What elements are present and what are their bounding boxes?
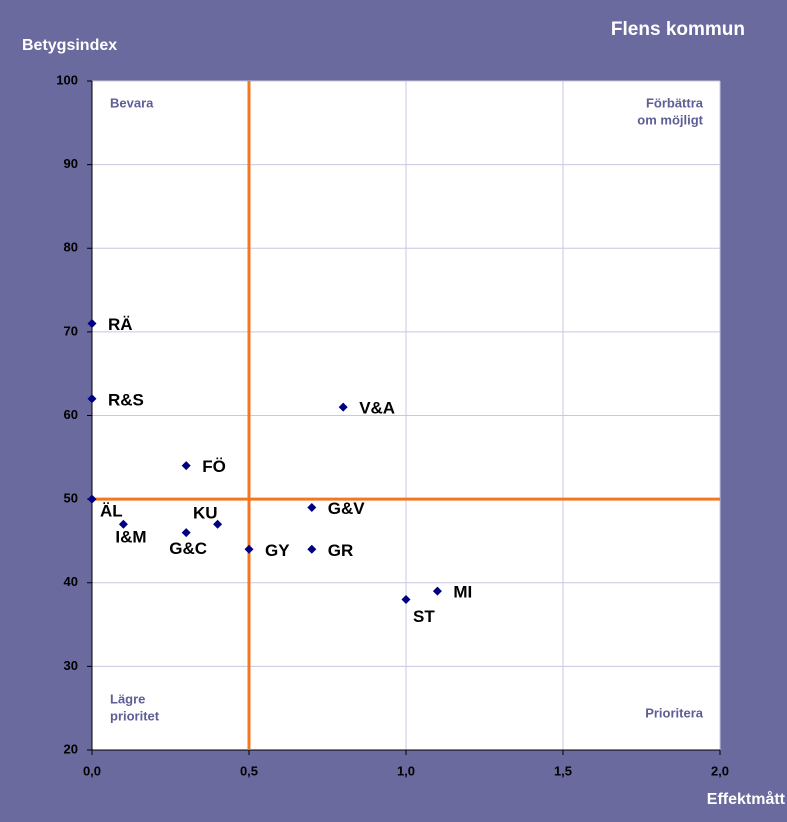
y-tick-label: 50 bbox=[64, 491, 78, 506]
x-tick-label: 0,5 bbox=[240, 763, 258, 778]
x-tick-label: 1,0 bbox=[397, 763, 415, 778]
point bbox=[181, 461, 191, 471]
quadrant-label: Bevara bbox=[110, 95, 154, 110]
point-label: GY bbox=[265, 541, 290, 560]
point-label: ÄL bbox=[100, 502, 123, 521]
point bbox=[307, 544, 317, 554]
point-label: ST bbox=[413, 607, 435, 626]
point bbox=[338, 402, 348, 412]
x-tick-label: 0,0 bbox=[83, 763, 101, 778]
x-tick-label: 2,0 bbox=[711, 763, 729, 778]
quadrant-label: Lägre bbox=[110, 691, 145, 706]
point-label: RÄ bbox=[108, 315, 133, 334]
chart-title: Flens kommun bbox=[611, 19, 745, 40]
y-tick-label: 30 bbox=[64, 658, 78, 673]
y-tick-label: 60 bbox=[64, 407, 78, 422]
y-axis-label: Betygsindex bbox=[22, 37, 117, 54]
quadrant-label: om möjligt bbox=[637, 112, 703, 127]
point bbox=[244, 544, 254, 554]
point-label: FÖ bbox=[202, 457, 226, 476]
y-tick-label: 20 bbox=[64, 741, 78, 756]
point-label: R&S bbox=[108, 390, 144, 409]
quadrant-label: Prioritera bbox=[645, 705, 704, 720]
y-tick-label: 90 bbox=[64, 156, 78, 171]
quadrant-label: Förbättra bbox=[646, 95, 704, 110]
y-tick-label: 100 bbox=[56, 72, 78, 87]
point-label: MI bbox=[453, 583, 472, 602]
point-label: G&C bbox=[169, 539, 207, 558]
point bbox=[401, 594, 411, 604]
point-label: GR bbox=[328, 541, 354, 560]
x-tick-label: 1,5 bbox=[554, 763, 572, 778]
quadrant-label: prioritet bbox=[110, 708, 160, 723]
point bbox=[181, 528, 191, 538]
point bbox=[118, 519, 128, 529]
x-axis-label: Effektmått bbox=[707, 790, 786, 808]
point bbox=[87, 494, 97, 504]
point bbox=[307, 502, 317, 512]
point bbox=[213, 519, 223, 529]
y-tick-label: 80 bbox=[64, 240, 78, 255]
point-label: KU bbox=[193, 504, 218, 523]
y-tick-label: 70 bbox=[64, 323, 78, 338]
point bbox=[87, 319, 97, 329]
point bbox=[432, 586, 442, 596]
y-tick-label: 40 bbox=[64, 574, 78, 589]
point bbox=[87, 394, 97, 404]
point-label: I&M bbox=[115, 528, 146, 547]
point-label: V&A bbox=[359, 399, 395, 418]
point-label: G&V bbox=[328, 499, 366, 518]
